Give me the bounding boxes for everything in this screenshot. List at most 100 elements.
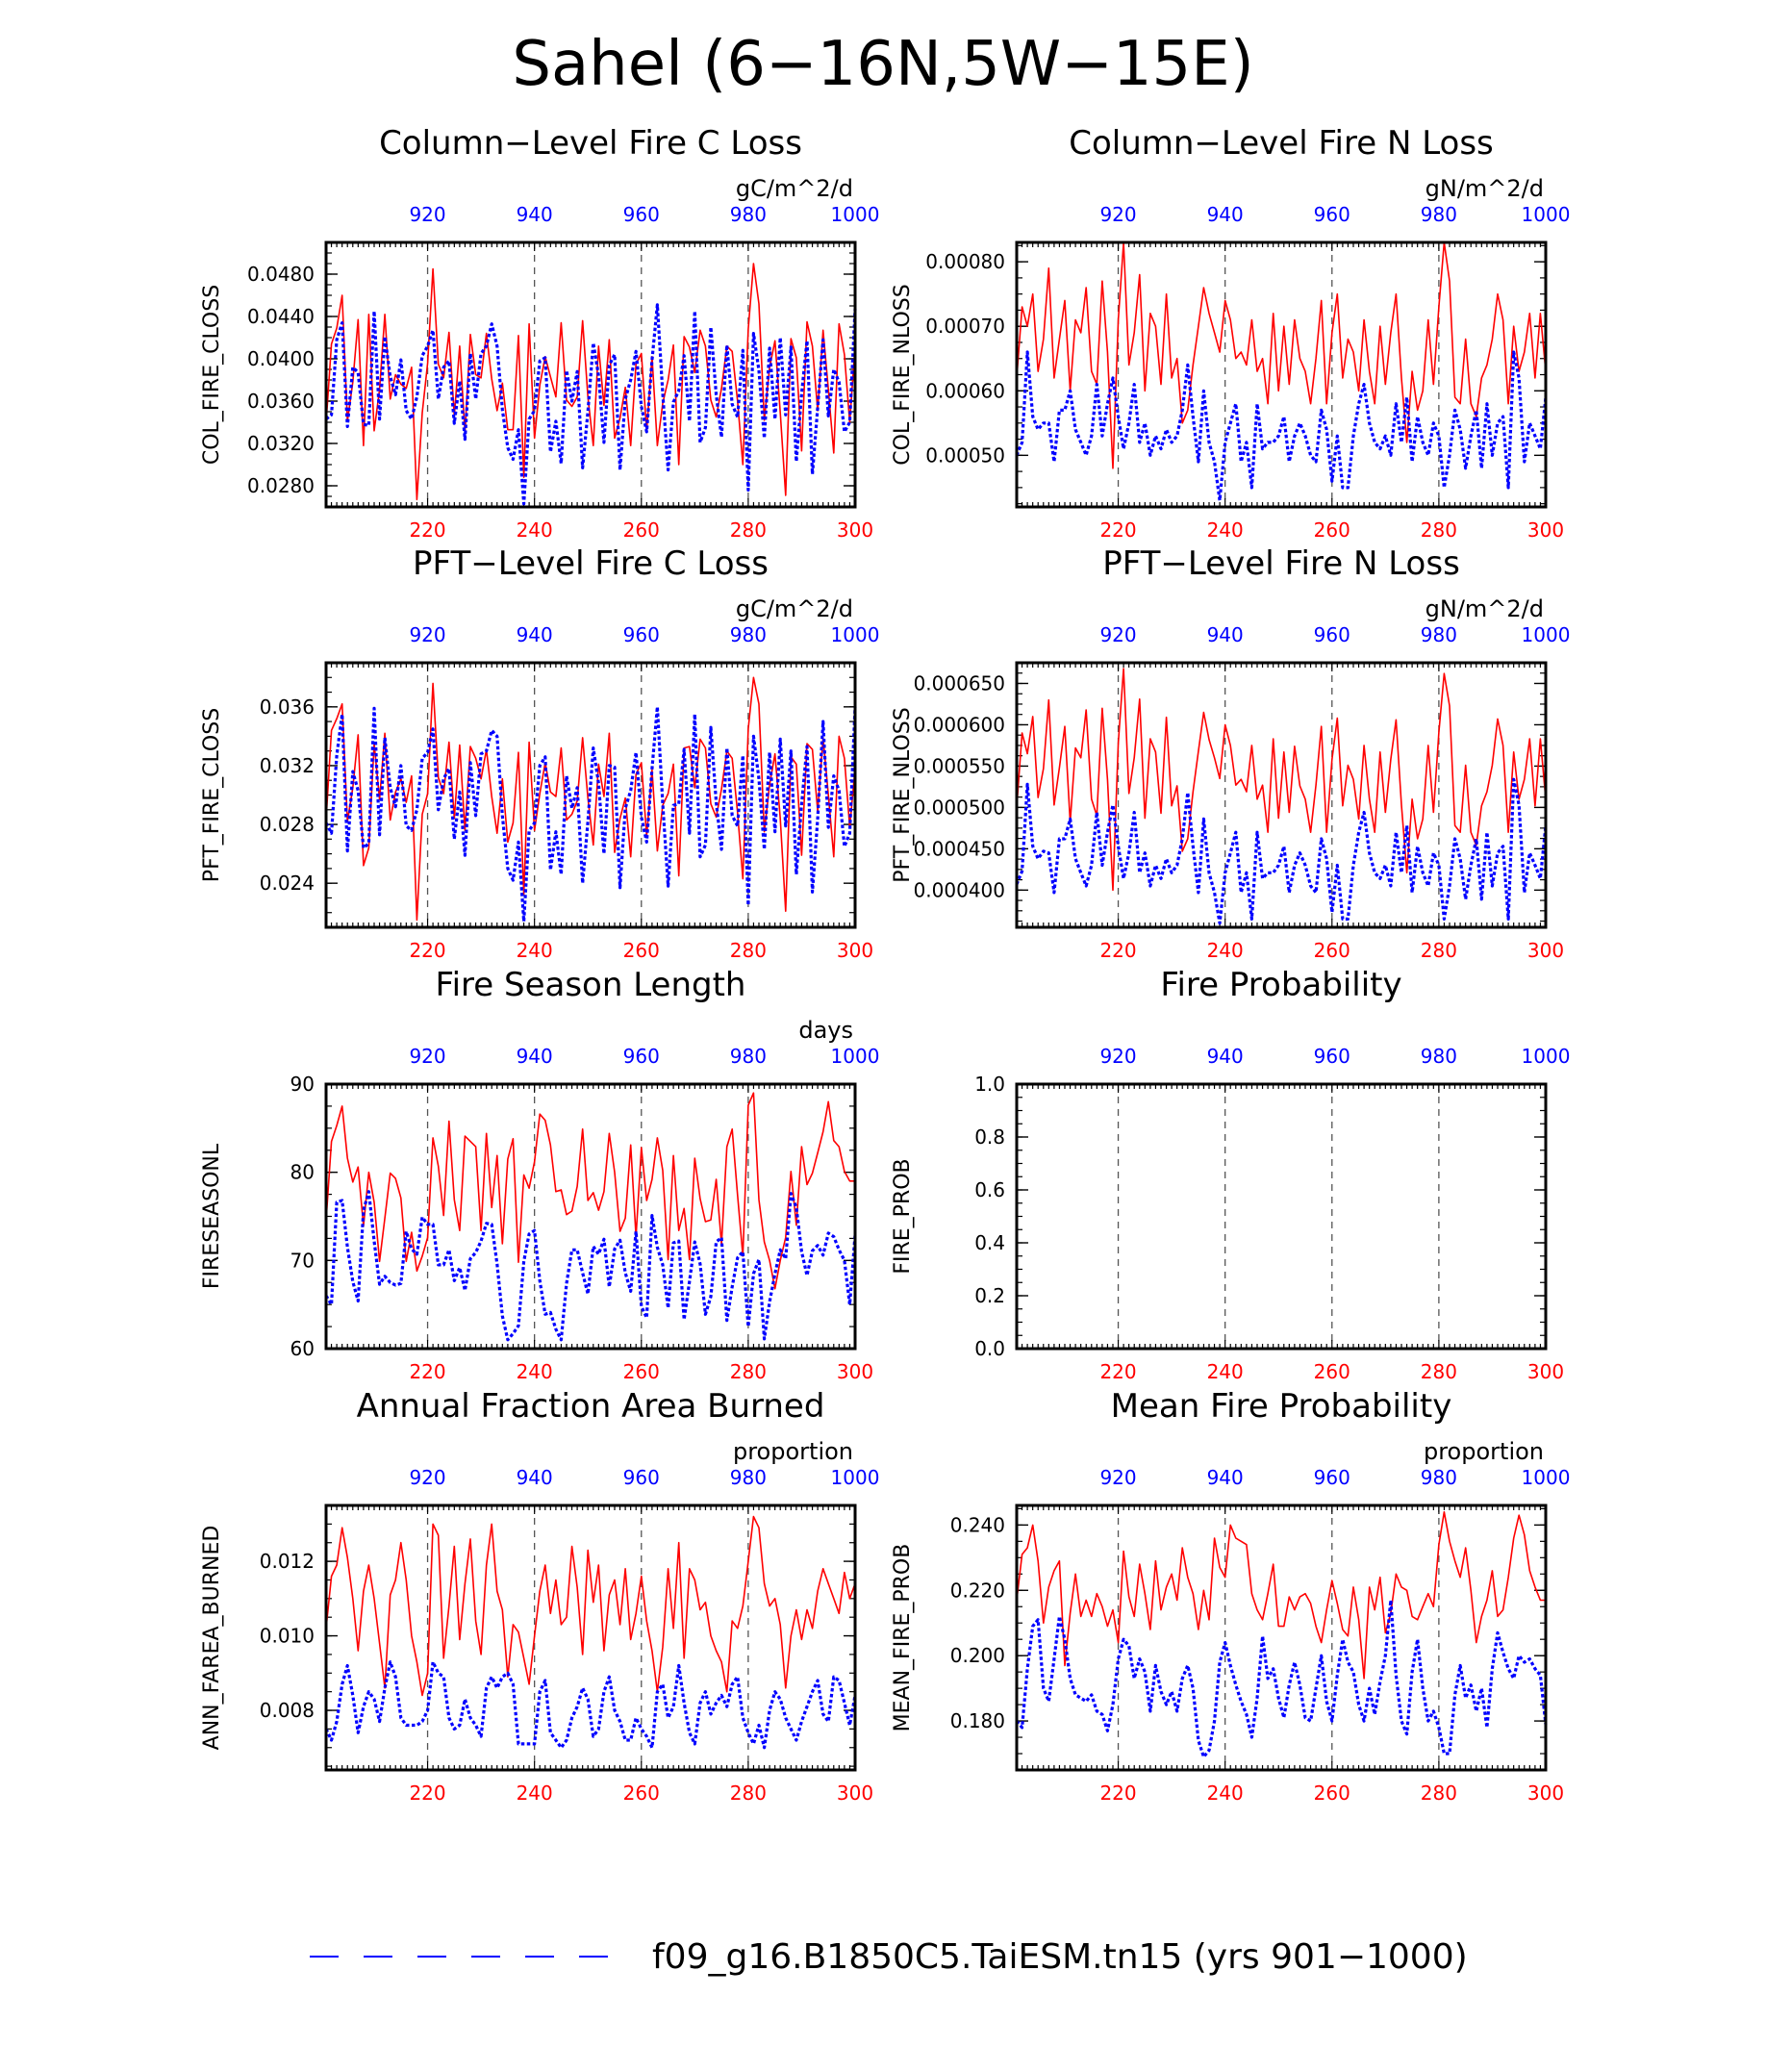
x-bottom-tick-label: 260	[1314, 518, 1350, 542]
x-top-tick-label: 980	[1421, 203, 1457, 226]
y-axis-label: PFT_FIRE_NLOSS	[891, 707, 915, 882]
x-top-tick-label: 940	[1207, 1045, 1244, 1068]
x-top-tick-label: 1000	[831, 623, 880, 646]
plot-frame	[324, 1503, 857, 1772]
panels: Column−Level Fire C Loss gC/m^2/d COL_FIRE…	[200, 124, 1570, 1805]
y-tick-label: 0.0320	[247, 432, 315, 455]
y-tick-label: 0.00050	[925, 443, 1005, 467]
plot-frame	[324, 1082, 857, 1351]
x-top-tick-label: 920	[1099, 1466, 1136, 1489]
y-tick-label: 0.00070	[925, 315, 1005, 338]
series-line-blue	[325, 303, 857, 506]
x-bottom-tick-label: 300	[837, 518, 873, 542]
x-top-tick-label: 1000	[1522, 623, 1571, 646]
y-tick-label: 0.0400	[247, 347, 315, 370]
x-top-tick-label: 960	[623, 203, 660, 226]
y-tick-label: 0.028	[260, 813, 315, 836]
x-bottom-tick-label: 220	[409, 1781, 445, 1805]
series-line-blue	[324, 705, 857, 923]
x-top-tick-label: 960	[623, 1466, 660, 1489]
x-bottom-tick-label: 280	[730, 939, 767, 962]
chart-panel-1: Column−Level Fire C Loss gC/m^2/d COL_FIRE…	[200, 124, 879, 542]
x-top-tick-label: 980	[730, 203, 767, 226]
x-bottom-tick-label: 240	[1207, 939, 1244, 962]
x-top-tick-label: 960	[1314, 1045, 1350, 1068]
x-top-tick-label: 1000	[1522, 203, 1571, 226]
y-tick-label: 70	[290, 1249, 315, 1272]
y-tick-label: 0.000600	[914, 713, 1005, 736]
y-axis-label: COL_FIRE_CLOSS	[200, 285, 224, 465]
x-bottom-tick-label: 260	[1314, 939, 1350, 962]
units-label: proportion	[1424, 1438, 1544, 1465]
series-line-blue	[324, 1660, 857, 1750]
x-bottom-tick-label: 240	[1207, 1360, 1244, 1383]
panel-title: Fire Probability	[1160, 966, 1401, 1004]
panel-title: Column−Level Fire N Loss	[1069, 124, 1494, 163]
y-tick-label: 0.012	[260, 1550, 315, 1573]
y-tick-label: 80	[290, 1161, 315, 1184]
x-top-tick-label: 1000	[831, 1045, 880, 1068]
x-bottom-tick-label: 280	[730, 1781, 767, 1805]
series-line-red	[1016, 668, 1547, 892]
panel-title: Annual Fraction Area Burned	[357, 1387, 825, 1426]
y-tick-label: 0.220	[950, 1579, 1005, 1602]
x-top-tick-label: 1000	[1522, 1466, 1571, 1489]
x-bottom-tick-label: 220	[409, 939, 445, 962]
x-top-tick-label: 940	[1207, 203, 1244, 226]
x-top-tick-label: 1000	[831, 203, 880, 226]
y-tick-label: 0.8	[974, 1125, 1005, 1149]
plot-frame	[1015, 1503, 1548, 1772]
plot-frame	[324, 661, 857, 929]
y-tick-label: 1.0	[974, 1073, 1005, 1096]
x-bottom-tick-label: 220	[1099, 1360, 1136, 1383]
x-bottom-tick-label: 260	[623, 1781, 660, 1805]
x-bottom-tick-label: 220	[1099, 518, 1136, 542]
x-bottom-tick-label: 280	[1421, 1360, 1457, 1383]
x-top-tick-label: 960	[1314, 1466, 1350, 1489]
legend: f09_g16.B1850C5.TaiESM.tn15 (yrs 901−100…	[310, 1937, 1468, 1977]
panel-title: PFT−Level Fire N Loss	[1102, 544, 1460, 583]
x-bottom-tick-label: 260	[1314, 1360, 1350, 1383]
y-tick-label: 0.000500	[914, 796, 1005, 819]
y-tick-label: 0.010	[260, 1625, 315, 1648]
x-bottom-tick-label: 220	[1099, 939, 1136, 962]
x-bottom-tick-label: 240	[517, 1781, 553, 1805]
x-top-tick-label: 940	[517, 623, 553, 646]
x-top-tick-label: 940	[517, 1466, 553, 1489]
plot-frame	[1015, 1082, 1548, 1351]
x-top-tick-label: 920	[409, 623, 445, 646]
y-tick-label: 0.0440	[247, 305, 315, 328]
x-top-tick-label: 940	[1207, 623, 1244, 646]
chart-panel-8: Mean Fire Probability proportion MEAN_FIRE…	[891, 1387, 1570, 1805]
x-top-tick-label: 980	[1421, 1045, 1457, 1068]
x-top-tick-label: 960	[623, 623, 660, 646]
panel-title: Mean Fire Probability	[1111, 1387, 1452, 1426]
x-bottom-tick-label: 260	[623, 939, 660, 962]
chart-panel-2: Column−Level Fire N Loss gN/m^2/d COL_FIRE…	[891, 124, 1570, 542]
x-bottom-tick-label: 300	[1527, 1360, 1564, 1383]
main-title: Sahel (6−16N,5W−15E)	[512, 29, 1253, 100]
series-line-red	[1016, 1511, 1546, 1680]
y-axis-label: COL_FIRE_NLOSS	[891, 284, 915, 465]
x-bottom-tick-label: 280	[730, 1360, 767, 1383]
x-top-tick-label: 920	[409, 1045, 445, 1068]
x-bottom-tick-label: 260	[623, 1360, 660, 1383]
x-bottom-tick-label: 240	[1207, 1781, 1244, 1805]
y-tick-label: 0.0280	[247, 474, 315, 497]
y-tick-label: 0.0	[974, 1337, 1005, 1360]
x-bottom-tick-label: 300	[1527, 939, 1564, 962]
y-tick-label: 0.000450	[914, 837, 1005, 860]
series-line-red	[325, 1515, 856, 1697]
units-label: gN/m^2/d	[1425, 595, 1544, 622]
units-label: gN/m^2/d	[1425, 175, 1544, 202]
x-top-tick-label: 960	[623, 1045, 660, 1068]
y-tick-label: 0.0360	[247, 390, 315, 413]
x-bottom-tick-label: 300	[837, 1781, 873, 1805]
y-tick-label: 0.00080	[925, 250, 1005, 273]
series-line-blue	[1015, 777, 1548, 925]
x-top-tick-label: 980	[730, 1466, 767, 1489]
y-tick-label: 60	[290, 1337, 315, 1360]
x-bottom-tick-label: 240	[517, 518, 553, 542]
x-top-tick-label: 920	[409, 1466, 445, 1489]
